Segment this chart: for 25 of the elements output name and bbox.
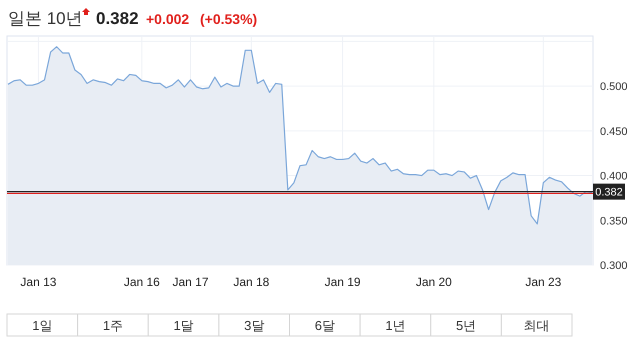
- y-tick-label: 0.300: [600, 260, 628, 272]
- text: 1달: [173, 318, 194, 333]
- text: 1일: [32, 318, 52, 333]
- x-tick-label: Jan 20: [416, 275, 452, 289]
- y-tick-label: 0.500: [600, 81, 628, 94]
- y-tick-label: 0.400: [600, 170, 628, 183]
- text: (+0.53%): [200, 11, 258, 27]
- x-tick-label: Jan 18: [233, 275, 270, 289]
- ref-line-label: 0.382: [595, 186, 623, 199]
- text: 6달: [314, 318, 335, 333]
- text: 3달: [244, 318, 264, 333]
- x-tick-label: Jan 23: [525, 275, 562, 289]
- text: 1주: [102, 318, 124, 333]
- text: +0.002: [146, 11, 190, 27]
- text: 0.382: [96, 9, 139, 28]
- text: 최대: [524, 318, 550, 333]
- y-tick-label: 0.350: [600, 215, 628, 228]
- text: 5년: [456, 318, 476, 333]
- x-tick-label: Jan 17: [172, 275, 209, 289]
- text: 1년: [385, 318, 406, 333]
- y-tick-label: 0.450: [600, 126, 628, 138]
- x-tick-label: Jan 19: [324, 275, 361, 289]
- chart-title: 일본 10년: [8, 9, 83, 28]
- x-tick-label: Jan 13: [20, 275, 57, 289]
- x-tick-label: Jan 16: [124, 275, 160, 289]
